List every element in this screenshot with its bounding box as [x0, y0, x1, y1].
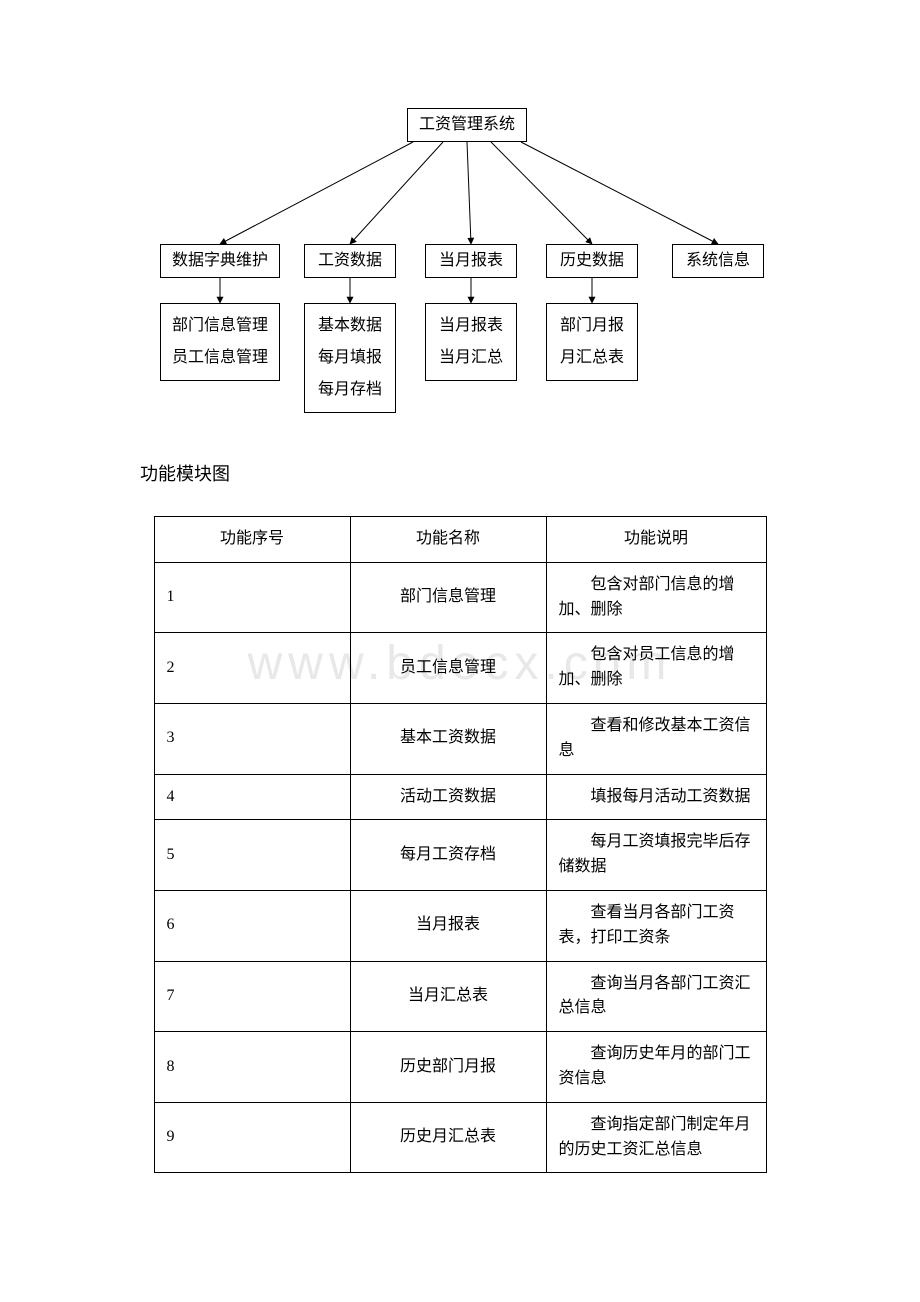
table-cell: 3	[154, 703, 350, 774]
table-cell: 2	[154, 633, 350, 704]
table-cell: 查询指定部门制定年月的历史工资汇总信息	[546, 1102, 766, 1173]
table-row: 5每月工资存档每月工资填报完毕后存储数据	[154, 820, 766, 891]
table-cell: 8	[154, 1032, 350, 1103]
table-header: 功能序号	[154, 517, 350, 563]
table-cell: 9	[154, 1102, 350, 1173]
table-cell: 当月汇总表	[350, 961, 546, 1032]
table-cell: 每月工资存档	[350, 820, 546, 891]
table-cell: 查看当月各部门工资表，打印工资条	[546, 890, 766, 961]
node-salary-children: 基本数据每月填报每月存档	[304, 303, 396, 413]
table-cell: 查询当月各部门工资汇总信息	[546, 961, 766, 1032]
function-table: 功能序号功能名称功能说明 1部门信息管理包含对部门信息的增加、删除2员工信息管理…	[154, 516, 767, 1173]
table-cell: 查看和修改基本工资信息	[546, 703, 766, 774]
table-cell: 部门信息管理	[350, 562, 546, 633]
diagram-caption: 功能模块图	[140, 460, 920, 486]
module-diagram: 工资管理系统数据字典维护工资数据当月报表历史数据系统信息部门信息管理员工信息管理…	[0, 0, 920, 410]
table-cell: 基本工资数据	[350, 703, 546, 774]
table-cell: 历史部门月报	[350, 1032, 546, 1103]
table-cell: 7	[154, 961, 350, 1032]
node-hist: 历史数据	[546, 244, 638, 278]
node-month: 当月报表	[425, 244, 517, 278]
table-header: 功能名称	[350, 517, 546, 563]
table-cell: 活动工资数据	[350, 774, 546, 820]
table-cell: 每月工资填报完毕后存储数据	[546, 820, 766, 891]
table-row: 8历史部门月报查询历史年月的部门工资信息	[154, 1032, 766, 1103]
table-cell: 员工信息管理	[350, 633, 546, 704]
node-sys: 系统信息	[672, 244, 764, 278]
table-row: 1部门信息管理包含对部门信息的增加、删除	[154, 562, 766, 633]
table-cell: 历史月汇总表	[350, 1102, 546, 1173]
table-cell: 填报每月活动工资数据	[546, 774, 766, 820]
table-row: 6当月报表查看当月各部门工资表，打印工资条	[154, 890, 766, 961]
table-row: 2员工信息管理包含对员工信息的增加、删除	[154, 633, 766, 704]
node-dict-children: 部门信息管理员工信息管理	[160, 303, 280, 381]
table-row: 4活动工资数据填报每月活动工资数据	[154, 774, 766, 820]
table-cell: 查询历史年月的部门工资信息	[546, 1032, 766, 1103]
table-cell: 包含对部门信息的增加、删除	[546, 562, 766, 633]
table-row: 3基本工资数据查看和修改基本工资信息	[154, 703, 766, 774]
table-cell: 4	[154, 774, 350, 820]
table-header: 功能说明	[546, 517, 766, 563]
table-cell: 5	[154, 820, 350, 891]
node-root: 工资管理系统	[407, 108, 527, 142]
node-hist-children: 部门月报月汇总表	[546, 303, 638, 381]
node-dict: 数据字典维护	[160, 244, 280, 278]
node-month-children: 当月报表当月汇总	[425, 303, 517, 381]
table-row: 7当月汇总表查询当月各部门工资汇总信息	[154, 961, 766, 1032]
table-cell: 1	[154, 562, 350, 633]
table-cell: 当月报表	[350, 890, 546, 961]
table-row: 9历史月汇总表查询指定部门制定年月的历史工资汇总信息	[154, 1102, 766, 1173]
table-cell: 6	[154, 890, 350, 961]
table-cell: 包含对员工信息的增加、删除	[546, 633, 766, 704]
node-salary: 工资数据	[304, 244, 396, 278]
